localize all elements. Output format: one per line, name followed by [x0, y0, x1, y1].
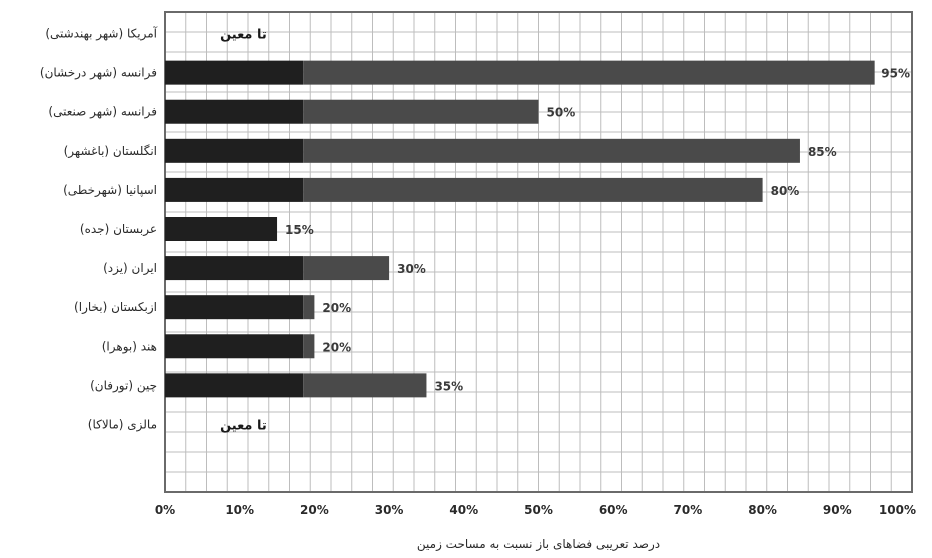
bar: [165, 256, 390, 281]
value-label: 50%: [547, 106, 576, 120]
category-label: هند (بوهرا): [102, 339, 157, 354]
value-label: 15%: [285, 223, 314, 237]
bar-segment-dark: [165, 295, 304, 320]
category-label: ازبکستان (بخارا): [74, 300, 157, 315]
bar-segment-dark: [165, 334, 304, 359]
bar-segment-dark: [165, 60, 304, 85]
category-label: فرانسه (شهر صنعتی): [48, 105, 157, 120]
bar: [165, 60, 875, 85]
bar: [165, 177, 763, 202]
bar-segment-light: [303, 177, 763, 202]
bar-segment-light: [303, 373, 427, 398]
x-tick-label: 50%: [524, 503, 553, 517]
bars: [165, 60, 875, 398]
x-tick-label: 40%: [449, 503, 478, 517]
bar-segment-light: [303, 99, 539, 124]
category-labels: آمریکا (شهر بهندشتی) فرانسه (شهر درخشان) ف…: [40, 26, 158, 433]
bar-segment-dark: [165, 373, 304, 398]
value-label: 20%: [322, 340, 351, 354]
category-label: اسپانیا (شهرخطی): [63, 183, 157, 198]
x-tick-label: 0%: [155, 503, 175, 517]
x-axis-label: درصد تعریبی فضاهای باز نسبت به مساحت زمی…: [417, 537, 660, 552]
x-tick-label: 70%: [674, 503, 703, 517]
x-tick-label: 30%: [375, 503, 404, 517]
category-label: چین (تورفان): [90, 378, 157, 393]
bar: [165, 138, 800, 163]
value-label: 30%: [397, 262, 426, 276]
category-label: مالزی (مالاکا): [88, 417, 157, 432]
bar-segment-light: [303, 295, 315, 320]
x-tick-label: 20%: [300, 503, 329, 517]
bar: [165, 217, 278, 241]
category-label: ایران (یزد): [103, 261, 157, 276]
x-tick-label: 100%: [879, 503, 916, 517]
value-label: 35%: [434, 379, 463, 393]
bar: [165, 99, 539, 124]
bar-segment-light: [303, 256, 390, 281]
bar-segment-dark: [165, 177, 304, 202]
bar-segment-dark: [165, 99, 304, 124]
x-tick-label: 90%: [823, 503, 852, 517]
plot-frame: [164, 11, 913, 493]
category-label: فرانسه (شهر درخشان): [40, 66, 157, 81]
bar-segment-light: [303, 334, 315, 359]
note-label: تا معین: [220, 28, 267, 43]
bar: [165, 373, 427, 398]
notes: تا معین تا معین: [220, 28, 267, 434]
value-label: 20%: [322, 301, 351, 315]
x-ticks: 0% 10% 20% 30% 40% 50% 60% 70% 80% 90% 100%: [155, 503, 916, 517]
bar: [165, 334, 315, 359]
x-tick-label: 80%: [748, 503, 777, 517]
bar-segment-dark: [165, 138, 304, 163]
category-label: عربستان (جده): [80, 222, 157, 237]
value-label: 85%: [808, 145, 837, 159]
bar-segment-light: [303, 138, 800, 163]
category-label: آمریکا (شهر بهندشتی): [45, 26, 157, 42]
value-label: 80%: [771, 184, 800, 198]
x-tick-label: 60%: [599, 503, 628, 517]
value-label: 95%: [881, 67, 910, 81]
value-labels: 95% 50% 85% 80% 15% 30% 20% 20% 35%: [285, 67, 910, 394]
x-tick-label: 10%: [225, 503, 254, 517]
bar-segment-dark: [165, 217, 278, 241]
category-label: انگلستان (باغشهر): [64, 144, 157, 159]
note-label: تا معین: [220, 418, 267, 433]
bar-segment-light: [303, 60, 875, 85]
bar-segment-dark: [165, 256, 304, 281]
bar: [165, 295, 315, 320]
